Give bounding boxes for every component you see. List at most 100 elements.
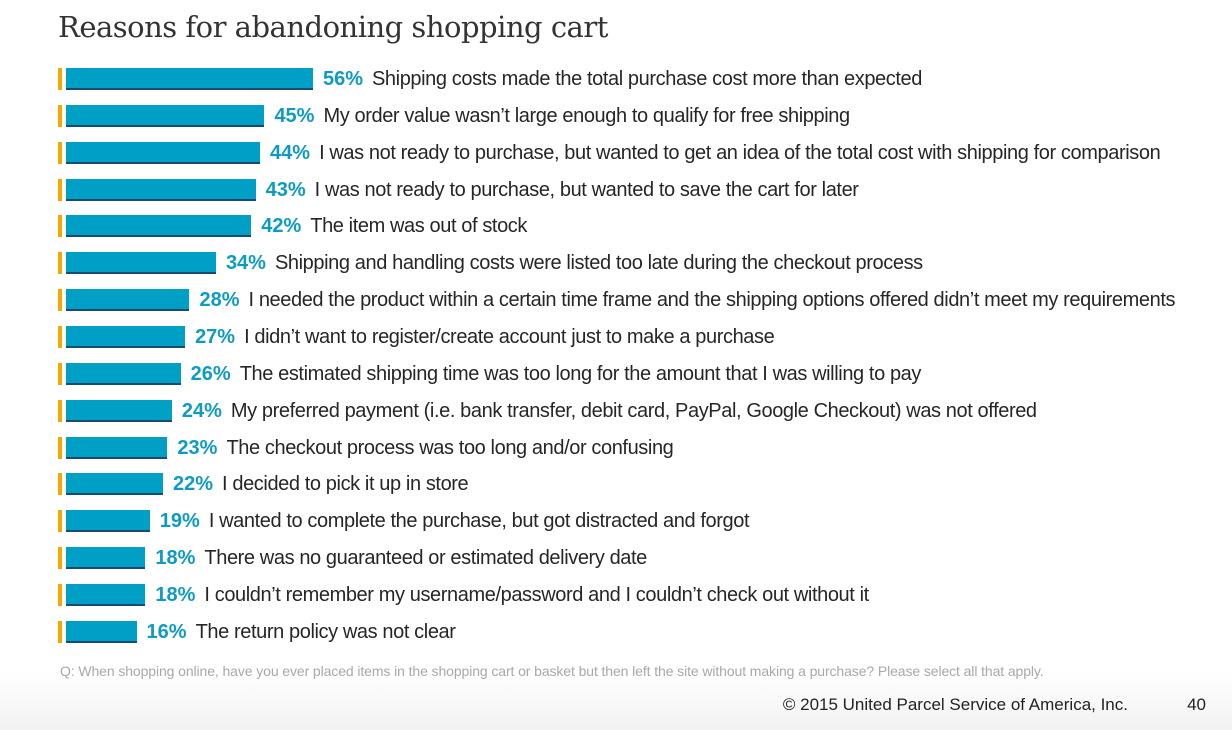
bar: [66, 620, 137, 643]
bar-accent-mark: [58, 289, 62, 312]
bar-annotation: 18% There was no guaranteed or estimated …: [155, 545, 647, 571]
bar-row: 28% I needed the product within a certain…: [0, 287, 1232, 313]
bar: [66, 104, 265, 127]
category-label: There was no guaranteed or estimated del…: [204, 547, 647, 570]
bar: [66, 178, 256, 201]
bar-row: 23% The checkout process was too long and…: [0, 435, 1232, 461]
bar-annotation: 34% Shipping and handling costs were list…: [226, 250, 923, 276]
bar-row: 19% I wanted to complete the purchase, bu…: [0, 508, 1232, 534]
data-label: 16%: [146, 620, 187, 643]
category-label: The return policy was not clear: [195, 620, 456, 643]
bar-accent-mark: [58, 252, 62, 275]
bar-annotation: 22% I decided to pick it up in store: [173, 471, 469, 497]
bar-accent-mark: [58, 104, 62, 127]
bar-row: 27% I didn’t want to register/create acco…: [0, 324, 1232, 350]
category-label: My preferred payment (i.e. bank transfer…: [230, 399, 1037, 422]
data-label: 44%: [270, 141, 311, 164]
bar-row: 26% The estimated shipping time was too l…: [0, 361, 1232, 387]
bar: [66, 436, 168, 459]
survey-question: Q: When shopping online, have you ever p…: [60, 663, 1044, 679]
bar-row: 24% My preferred payment (i.e. bank trans…: [0, 398, 1232, 424]
bar-accent-mark: [58, 436, 62, 459]
data-label: 27%: [195, 325, 236, 348]
bar: [66, 583, 146, 606]
bar: [66, 547, 146, 570]
bar-row: 56% Shipping costs made the total purchas…: [0, 66, 1232, 92]
bar-row: 42% The item was out of stock: [0, 213, 1232, 239]
category-label: The item was out of stock: [310, 215, 528, 238]
category-label: I wanted to complete the purchase, but g…: [208, 510, 750, 533]
bar-row: 18% I couldn’t remember my username/passw…: [0, 582, 1232, 608]
data-label: 22%: [173, 473, 214, 496]
bar: [66, 289, 190, 312]
bar: [66, 473, 164, 496]
bar-row: 18% There was no guaranteed or estimated …: [0, 545, 1232, 571]
copyright-footer: © 2015 United Parcel Service of America,…: [782, 695, 1128, 714]
data-label: 19%: [159, 510, 200, 533]
bar-annotation: 24% My preferred payment (i.e. bank trans…: [182, 398, 1037, 424]
category-label: Shipping and handling costs were listed …: [274, 252, 923, 275]
data-label: 43%: [265, 178, 306, 201]
bar-accent-mark: [58, 547, 62, 570]
page-background-shade: [0, 670, 1232, 730]
bar-annotation: 19% I wanted to complete the purchase, bu…: [159, 508, 750, 534]
data-label: 42%: [261, 215, 302, 238]
data-label: 28%: [199, 289, 240, 312]
category-label: The estimated shipping time was too long…: [239, 362, 922, 385]
data-label: 34%: [225, 252, 266, 275]
bar: [66, 68, 313, 90]
bar-annotation: 18% I couldn’t remember my username/passw…: [155, 582, 869, 608]
bar-row: 16% The return policy was not clear: [0, 619, 1232, 645]
category-label: I decided to pick it up in store: [222, 473, 469, 496]
bar-annotation: 43% I was not ready to purchase, but want…: [266, 177, 859, 203]
bar: [66, 399, 172, 422]
bar-accent-mark: [58, 473, 62, 496]
bar-chart: 56% Shipping costs made the total purchas…: [0, 66, 1232, 645]
bar-accent-mark: [58, 325, 62, 348]
chart-title: Reasons for abandoning shopping cart: [58, 10, 608, 44]
bar-row: 22% I decided to pick it up in store: [0, 471, 1232, 497]
data-label: 18%: [155, 547, 196, 570]
data-label: 26%: [190, 362, 231, 385]
bar-annotation: 23% The checkout process was too long and…: [177, 435, 673, 461]
category-label: I was not ready to purchase, but wanted …: [314, 178, 859, 201]
bar-row: 43% I was not ready to purchase, but want…: [0, 177, 1232, 203]
category-label: My order value wasn’t large enough to qu…: [323, 104, 850, 127]
category-label: I didn’t want to register/create account…: [244, 325, 775, 348]
data-label: 45%: [274, 104, 315, 127]
bar-row: 34% Shipping and handling costs were list…: [0, 250, 1232, 276]
bar-annotation: 27% I didn’t want to register/create acco…: [195, 324, 775, 350]
bar: [66, 362, 181, 385]
data-label: 23%: [177, 436, 218, 459]
bar-accent-mark: [58, 620, 62, 643]
bar: [66, 510, 150, 533]
bar-annotation: 44% I was not ready to purchase, but want…: [270, 140, 1161, 166]
bar-annotation: 42% The item was out of stock: [261, 213, 527, 239]
bar-accent-mark: [58, 399, 62, 422]
category-label: I needed the product within a certain ti…: [248, 289, 1176, 312]
data-label: 24%: [181, 399, 222, 422]
page-number: 40: [1187, 695, 1206, 714]
bar-annotation: 16% The return policy was not clear: [147, 619, 456, 645]
bar-accent-mark: [58, 215, 62, 238]
category-label: I couldn’t remember my username/password…: [204, 583, 869, 606]
data-label: 56%: [322, 68, 363, 90]
category-label: The checkout process was too long and/or…: [226, 436, 674, 459]
bar-row: 44% I was not ready to purchase, but want…: [0, 140, 1232, 166]
bar-annotation: 28% I needed the product within a certain…: [199, 287, 1175, 313]
bar: [66, 325, 186, 348]
bar-annotation: 26% The estimated shipping time was too l…: [190, 361, 922, 387]
bar: [66, 141, 261, 164]
bar: [66, 215, 252, 238]
bar-annotation: 56% Shipping costs made the total purchas…: [323, 66, 922, 92]
bar: [66, 252, 216, 275]
bar-annotation: 45% My order value wasn’t large enough to…: [274, 103, 850, 129]
data-label: 18%: [155, 583, 196, 606]
bar-accent-mark: [58, 178, 62, 201]
bar-row: 45% My order value wasn’t large enough to…: [0, 103, 1232, 129]
bar-accent-mark: [58, 510, 62, 533]
bar-accent-mark: [58, 362, 62, 385]
bar-accent-mark: [58, 68, 62, 90]
category-label: I was not ready to purchase, but wanted …: [319, 141, 1161, 164]
category-label: Shipping costs made the total purchase c…: [371, 68, 922, 90]
